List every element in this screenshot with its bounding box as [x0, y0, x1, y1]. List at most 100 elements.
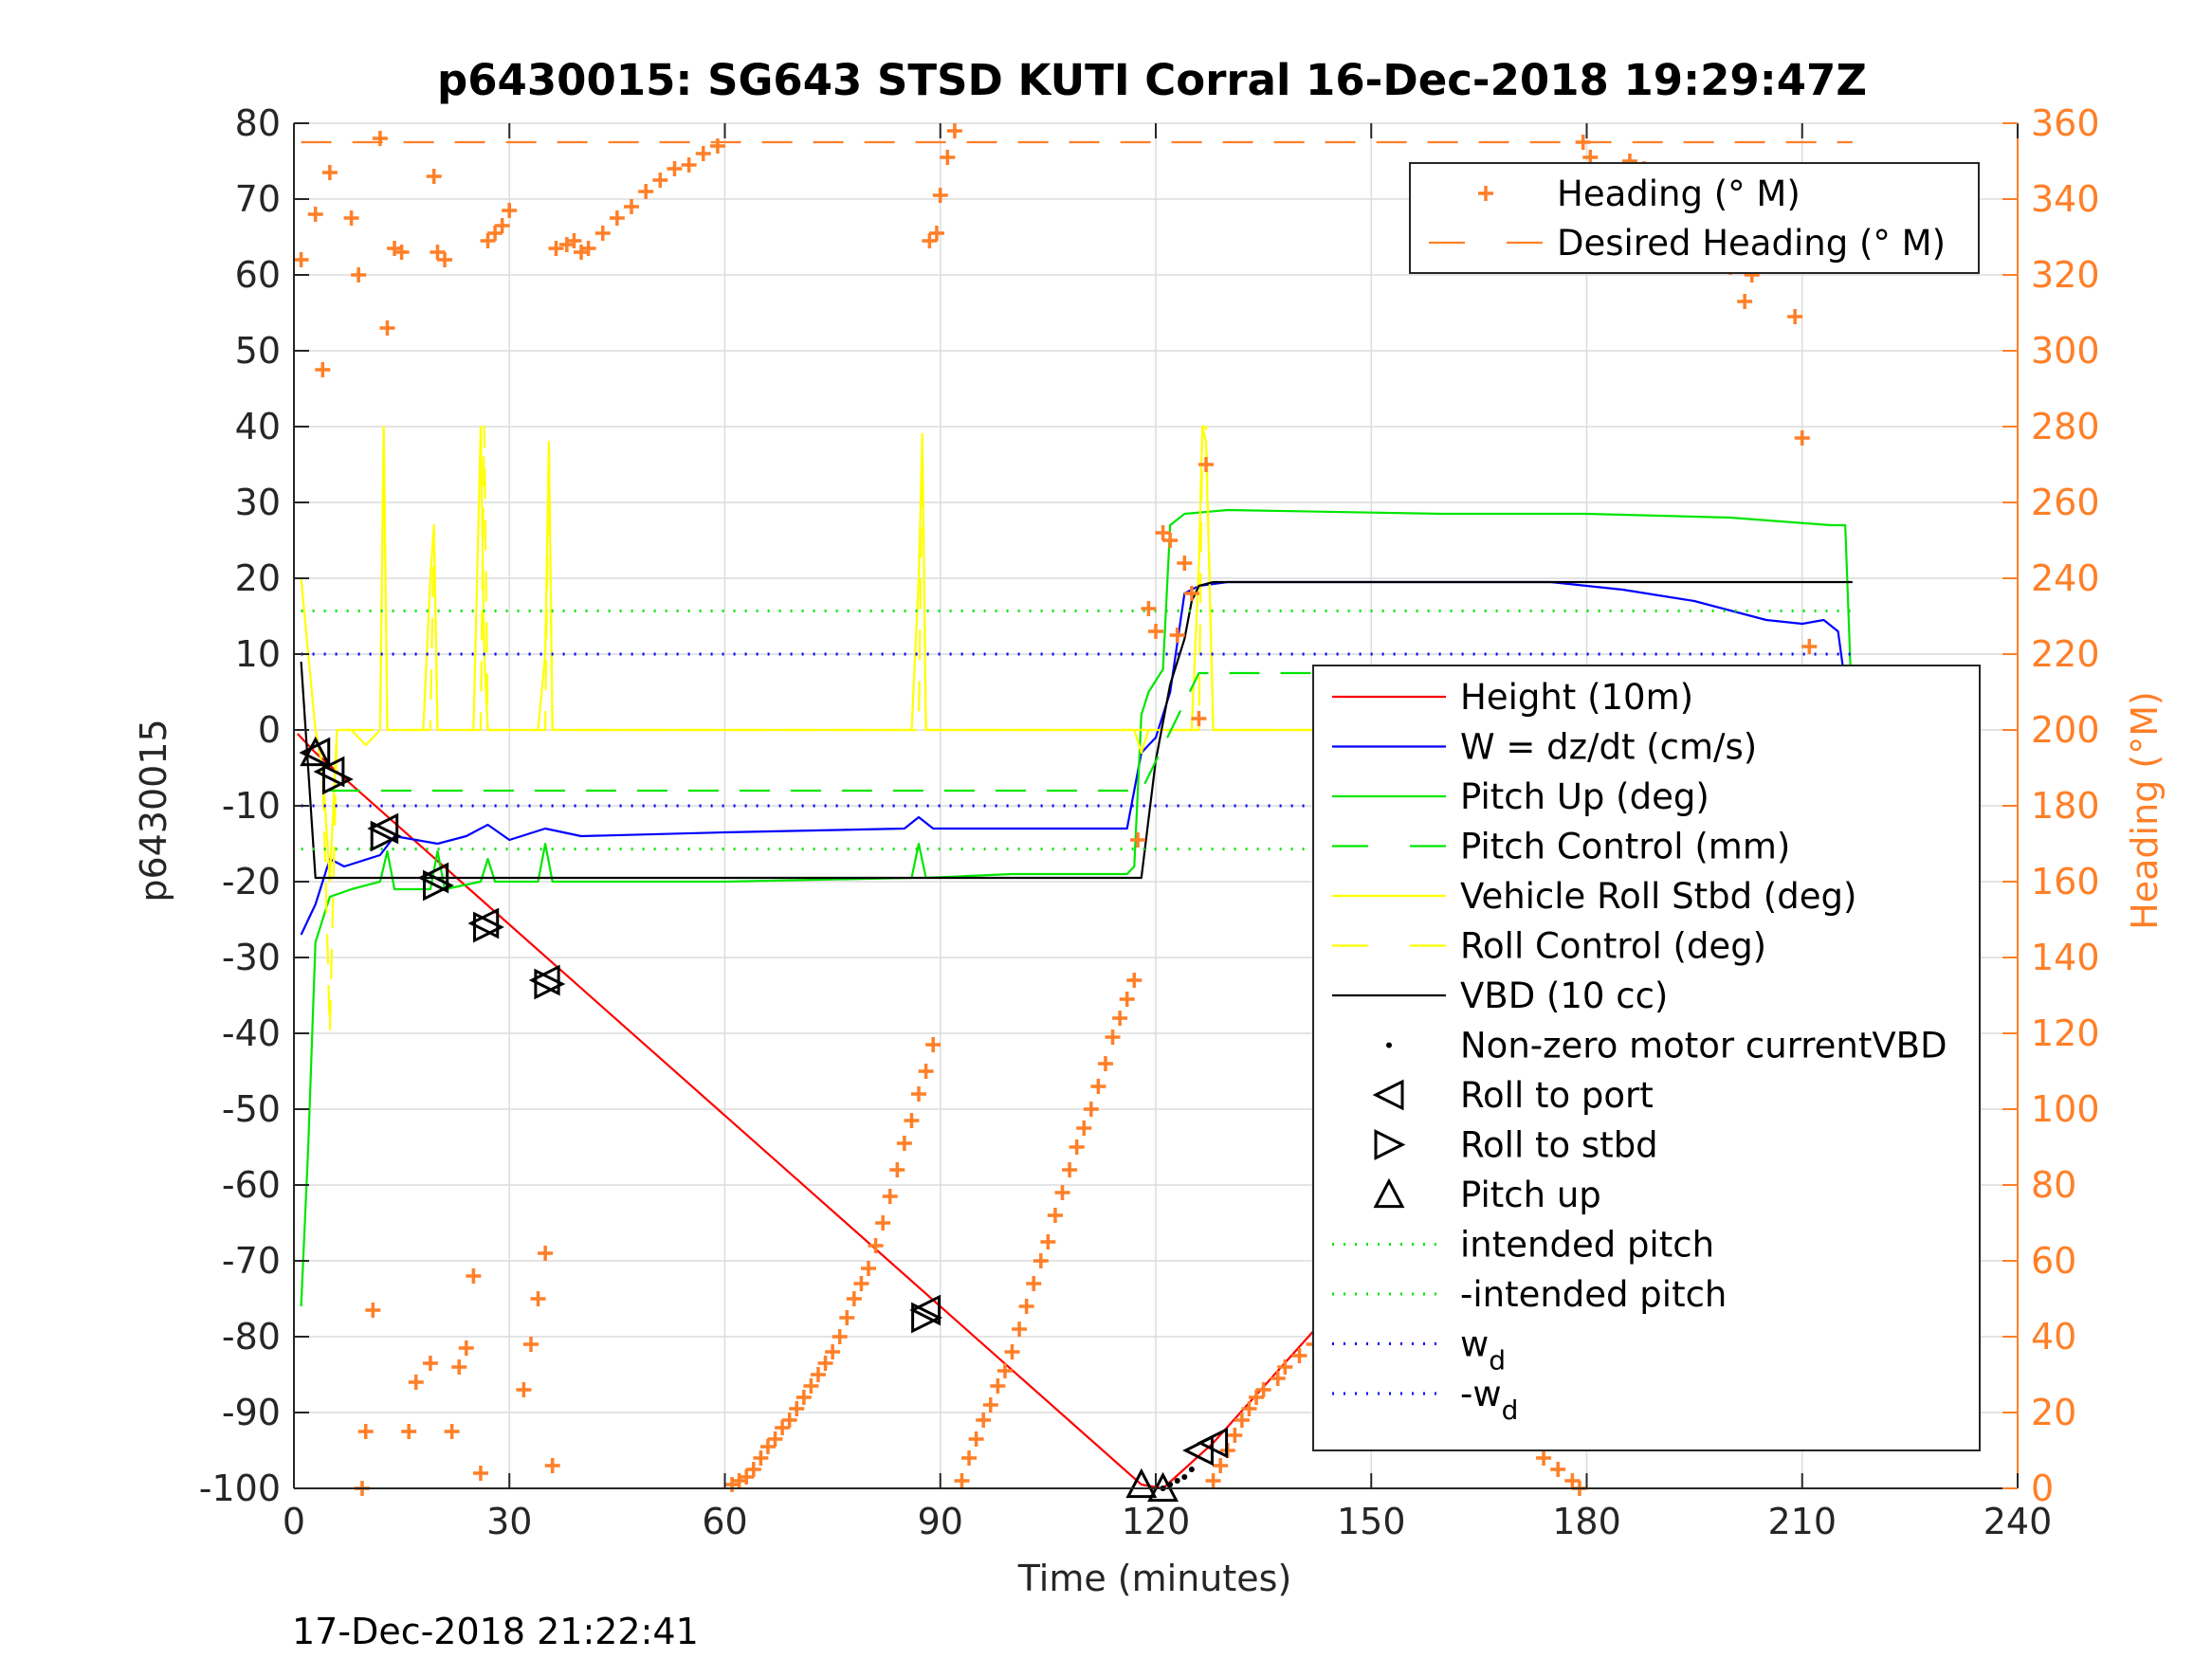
heading-point — [1076, 1121, 1092, 1136]
motor-current-point — [1181, 1474, 1188, 1480]
legend-label-subscript: d — [1502, 1395, 1519, 1426]
heading-point — [767, 1431, 783, 1447]
heading-point — [1130, 832, 1146, 848]
legend-main: Height (10m) W = dz/dt (cm/s) Pitch Up (de… — [1312, 665, 1981, 1451]
y2-tick-label: 0 — [2031, 1468, 2054, 1509]
heading-point — [1198, 457, 1215, 472]
heading-point — [401, 1424, 417, 1439]
series-line — [329, 671, 1853, 793]
series-line — [300, 508, 1854, 1307]
roll-to-stbd-marker — [534, 968, 566, 1000]
y2-tick-label: 100 — [2031, 1088, 2100, 1130]
y-tick-label: -40 — [222, 1012, 281, 1054]
heading-point — [1004, 1344, 1020, 1359]
legend-label: Pitch Control (mm) — [1460, 827, 1790, 867]
heading-point — [775, 1420, 791, 1435]
y-tick-label: 10 — [235, 633, 281, 675]
y2-tick-label: 240 — [2031, 557, 2100, 599]
heading-point — [940, 150, 956, 165]
x-tick-label: 210 — [1767, 1501, 1837, 1542]
heading-point — [709, 138, 725, 154]
heading-point — [293, 252, 309, 267]
series-line — [300, 425, 1853, 884]
pitch-up-marker — [1125, 1468, 1158, 1499]
heading-point — [1801, 639, 1818, 654]
y2-tick-label: 80 — [2031, 1164, 2076, 1206]
heading-point — [961, 1450, 978, 1466]
heading-point — [487, 226, 503, 241]
x-tick-label: 60 — [702, 1501, 747, 1542]
roll-to-stbd-marker — [423, 869, 454, 902]
heading-point — [1090, 1079, 1106, 1094]
heading-point — [990, 1378, 1006, 1394]
heading-point — [652, 173, 668, 188]
legend-label: Roll Control (deg) — [1460, 926, 1766, 967]
heading-point — [530, 1291, 546, 1306]
heading-point — [853, 1276, 869, 1291]
heading-point — [1191, 711, 1207, 726]
heading-point — [1126, 973, 1143, 988]
heading-point — [307, 207, 323, 222]
legend-label: Vehicle Roll Stbd (deg) — [1460, 876, 1856, 917]
heading-point — [695, 146, 711, 161]
roll-to-port-marker — [299, 737, 331, 769]
heading-point — [1040, 1234, 1056, 1249]
heading-point — [1148, 624, 1163, 639]
heading-point — [365, 1303, 381, 1318]
heading-point — [817, 1356, 833, 1371]
heading-point — [1291, 1348, 1307, 1363]
heading-point — [343, 210, 359, 226]
heading-point — [1018, 1299, 1034, 1314]
heading-point — [875, 1215, 891, 1231]
legend-swatch — [1373, 1177, 1405, 1209]
heading-point — [480, 233, 496, 248]
heading-point — [1105, 1030, 1121, 1045]
heading-point — [594, 226, 611, 241]
heading-point — [426, 169, 442, 184]
y2-axis-label: Heading (°M) — [2124, 691, 2166, 930]
heading-point — [544, 1458, 560, 1473]
heading-point — [1234, 1413, 1250, 1428]
heading-point — [982, 1397, 998, 1413]
heading-point — [1270, 1371, 1286, 1386]
x-tick-label: 0 — [283, 1501, 305, 1542]
heading-point — [839, 1310, 855, 1325]
heading-point — [1033, 1253, 1049, 1268]
heading-point — [1155, 525, 1171, 540]
legend-swatch — [1372, 1079, 1404, 1111]
roll-to-stbd-marker — [911, 1302, 942, 1334]
heading-point — [580, 241, 596, 256]
heading-point — [609, 210, 625, 226]
heading-point — [681, 157, 697, 173]
heading-point — [451, 1359, 467, 1375]
y-axis-label: p6430015 — [133, 719, 174, 902]
x-tick-label: 240 — [1983, 1501, 2053, 1542]
heading-point — [422, 1356, 438, 1371]
heading-point — [472, 1466, 488, 1481]
heading-point — [1012, 1322, 1028, 1337]
heading-point — [638, 184, 654, 199]
axes: 0 30 60 90 120 150 180 210 240-100-90-80-70-60-5… — [199, 102, 2100, 1542]
heading-point — [932, 188, 948, 203]
legend-label: Heading (° M) — [1557, 173, 1801, 214]
y-tick-label: 80 — [235, 102, 281, 144]
y2-tick-label: 160 — [2031, 861, 2100, 902]
heading-point — [458, 1340, 474, 1356]
y-tick-label: -90 — [222, 1392, 281, 1433]
legend-label: Desired Heading (° M) — [1557, 223, 1946, 264]
series-line — [300, 580, 1854, 936]
x-tick-label: 150 — [1337, 1501, 1406, 1542]
y-tick-label: 50 — [235, 330, 281, 372]
y2-tick-label: 120 — [2031, 1012, 2100, 1054]
x-tick-label: 180 — [1552, 1501, 1621, 1542]
heading-point — [1141, 601, 1157, 616]
heading-point — [357, 1424, 374, 1439]
heading-point — [522, 1337, 539, 1352]
heading-point — [745, 1462, 761, 1477]
heading-point — [846, 1291, 862, 1306]
pitch-up-marker — [300, 736, 332, 767]
legend-label: Non-zero motor currentVBD — [1460, 1026, 1947, 1066]
series-line — [314, 425, 1853, 1035]
heading-point — [1787, 309, 1803, 324]
footer-timestamp: 17-Dec-2018 21:22:41 — [292, 1611, 699, 1652]
